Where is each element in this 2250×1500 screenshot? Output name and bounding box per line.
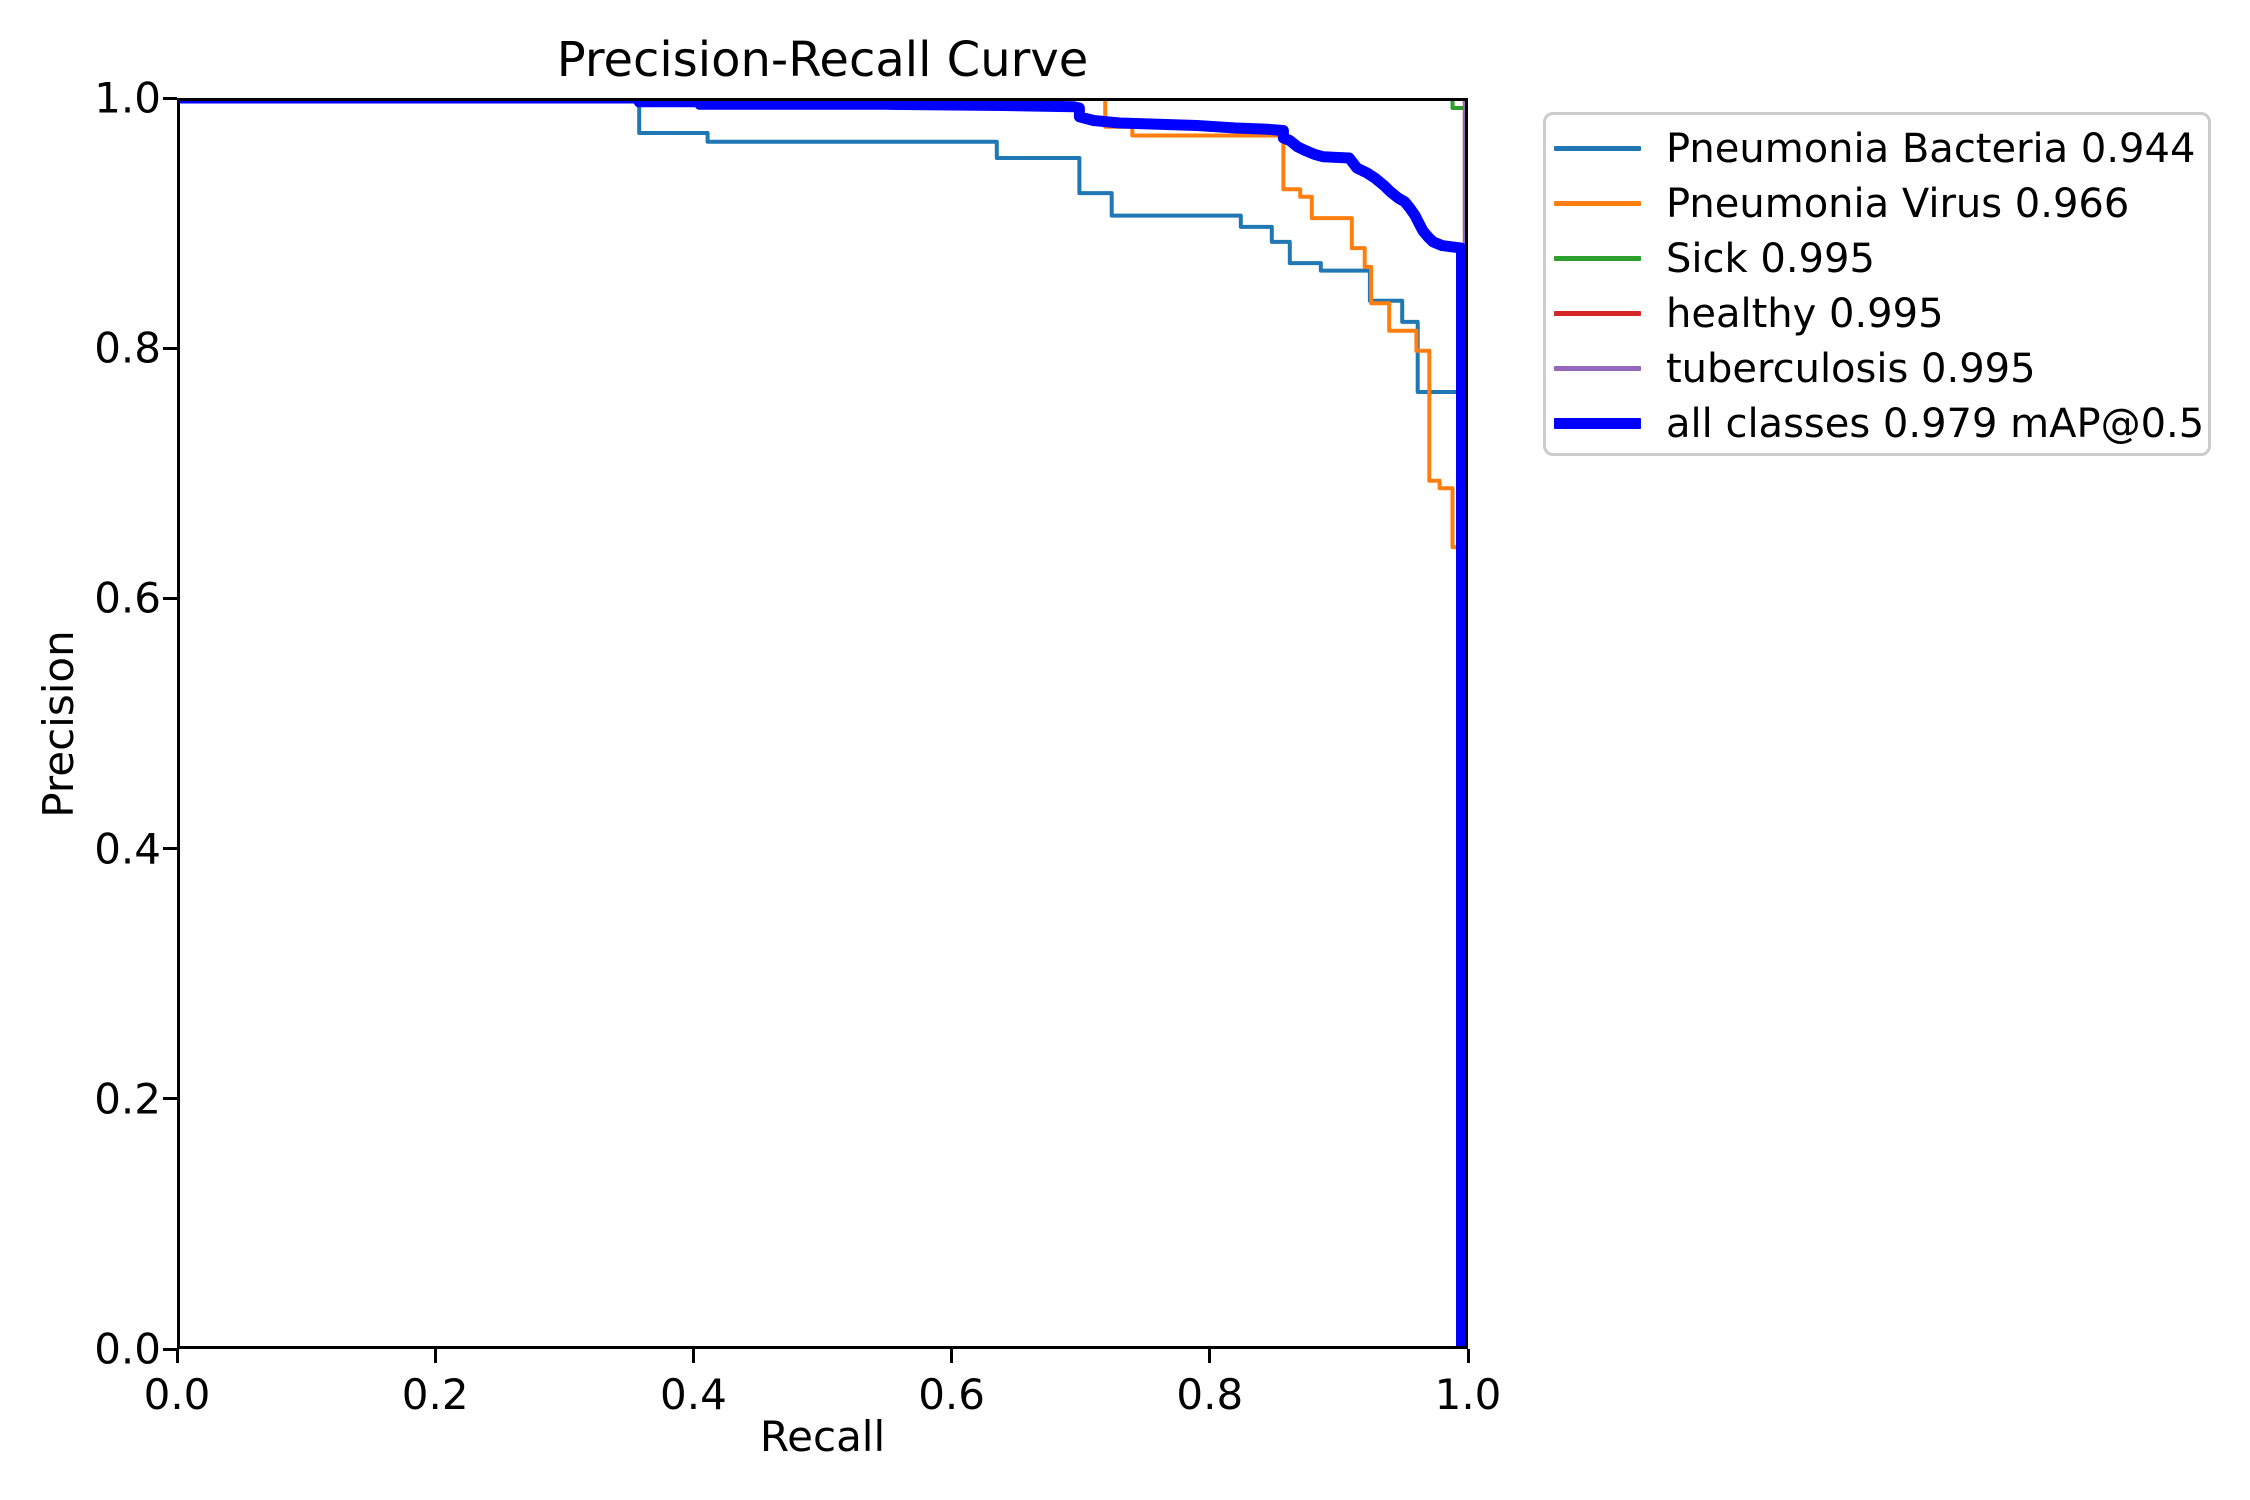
legend-item-label: Pneumonia Virus 0.966	[1666, 180, 2130, 227]
legend-item-label: Sick 0.995	[1666, 235, 1875, 282]
x-tick-label: 0.8	[1176, 1370, 1244, 1419]
y-tick-mark	[163, 346, 177, 350]
legend-box: Pneumonia Bacteria 0.944 Pneumonia Virus…	[1543, 112, 2211, 456]
x-tick-mark	[1466, 1349, 1470, 1363]
pr-curves-svg	[177, 98, 1468, 1349]
legend-line-sample-all-classes	[1554, 418, 1641, 429]
legend-line-sample-sick	[1554, 256, 1641, 261]
x-tick-label: 0.0	[143, 1370, 211, 1419]
y-tick-mark	[163, 96, 177, 100]
legend-item: all classes 0.979 mAP@0.5	[1554, 396, 2208, 451]
x-tick-label: 0.2	[401, 1370, 469, 1419]
y-tick-label: 0.0	[94, 1324, 161, 1374]
legend-item-label: healthy 0.995	[1666, 290, 1944, 337]
legend-item-label: Pneumonia Bacteria 0.944	[1666, 125, 2196, 172]
legend-line-sample-pneumonia-bacteria	[1554, 146, 1641, 151]
y-tick-mark	[163, 1097, 177, 1101]
y-axis-label: Precision	[34, 630, 83, 818]
x-tick-mark	[950, 1349, 954, 1363]
legend-item-label: tuberculosis 0.995	[1666, 345, 2036, 392]
curve-all-classes-0-979-map-0-5	[177, 98, 1467, 1349]
x-tick-mark	[175, 1349, 179, 1363]
curve-sick-0-995	[177, 98, 1466, 110]
plot-border	[177, 98, 1468, 1349]
curve-pneumonia-virus-0-966	[177, 98, 1462, 550]
x-tick-label: 0.6	[918, 1370, 985, 1419]
legend-item: healthy 0.995	[1554, 286, 2208, 341]
y-tick-mark	[163, 596, 177, 600]
curve-tuberculosis-0-995	[177, 98, 1468, 1349]
legend-item: Pneumonia Bacteria 0.944	[1554, 121, 2208, 176]
y-tick-label: 0.4	[94, 824, 161, 874]
x-tick-mark	[691, 1349, 695, 1363]
curve-healthy-0-995	[177, 98, 1467, 1349]
legend-item-label: all classes 0.979 mAP@0.5	[1666, 400, 2205, 447]
x-axis-label: Recall	[759, 1412, 886, 1461]
y-tick-label: 0.2	[94, 1074, 161, 1124]
curve-pneumonia-bacteria-0-944	[177, 98, 1462, 394]
y-tick-mark	[163, 1347, 177, 1351]
legend-line-sample-pneumonia-virus	[1554, 201, 1641, 206]
y-tick-label: 0.8	[94, 323, 161, 373]
legend-item: Pneumonia Virus 0.966	[1554, 176, 2208, 231]
plot-area	[177, 98, 1468, 1349]
x-tick-mark	[1208, 1349, 1212, 1363]
x-tick-label: 1.0	[1434, 1370, 1502, 1419]
legend-line-sample-healthy	[1554, 311, 1641, 316]
x-tick-mark	[433, 1349, 437, 1363]
chart-title: Precision-Recall Curve	[556, 32, 1089, 88]
legend-line-sample-tuberculosis	[1554, 366, 1641, 371]
legend-item: tuberculosis 0.995	[1554, 341, 2208, 396]
x-tick-label: 0.4	[659, 1370, 727, 1419]
y-tick-label: 0.6	[94, 573, 161, 623]
y-tick-label: 1.0	[94, 73, 161, 123]
y-tick-mark	[163, 847, 177, 851]
legend-item: Sick 0.995	[1554, 231, 2208, 286]
